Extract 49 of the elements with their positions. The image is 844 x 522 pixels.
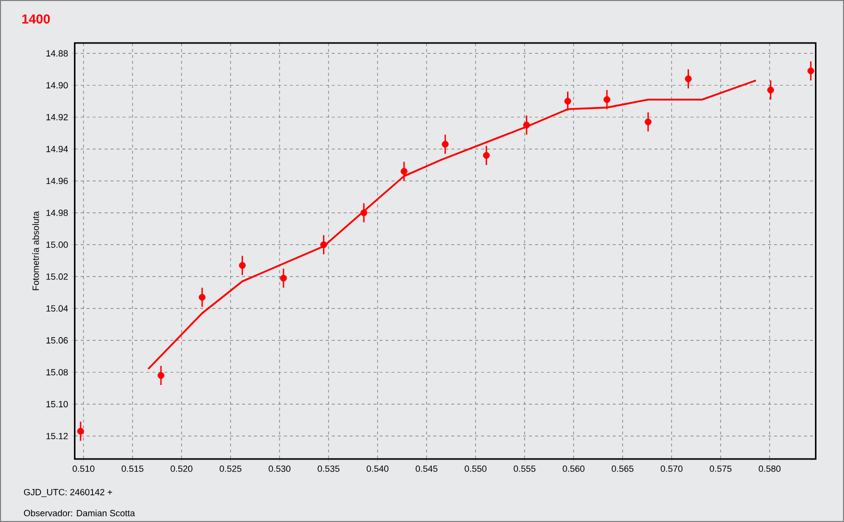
point bbox=[280, 274, 287, 282]
point bbox=[684, 75, 692, 82]
x-tick-label: 0.525 bbox=[220, 466, 242, 472]
y-tick-label: 14.94 bbox=[46, 146, 68, 152]
y-tick-label: 15.10 bbox=[46, 400, 68, 408]
y-tick-label: 14.88 bbox=[46, 50, 68, 57]
point bbox=[158, 372, 164, 379]
point bbox=[320, 241, 328, 248]
x-tick-label: 0.545 bbox=[416, 466, 438, 472]
point bbox=[767, 86, 774, 94]
x-tick-label: 0.535 bbox=[318, 466, 340, 472]
x-tick-label: 0.560 bbox=[562, 466, 584, 472]
x-tick-label: 0.520 bbox=[170, 466, 192, 472]
text: GJD_UTC: 2460142 + bbox=[24, 488, 112, 498]
point bbox=[564, 98, 572, 105]
x-tick-label: 0.565 bbox=[612, 466, 634, 472]
x-tick-label: 0.555 bbox=[514, 466, 536, 472]
y-tick-label: 15.02 bbox=[46, 273, 68, 280]
y-tick-label: 15.08 bbox=[46, 369, 68, 376]
chart-title: 1400 bbox=[22, 14, 50, 24]
y-tick-label: 15.12 bbox=[46, 432, 68, 440]
point bbox=[400, 168, 408, 175]
y-tick-label: 14.92 bbox=[46, 114, 68, 120]
point bbox=[482, 152, 490, 159]
y-tick-label: 15.06 bbox=[46, 337, 68, 344]
point bbox=[807, 67, 814, 74]
point bbox=[523, 122, 530, 129]
y-tick-label: 14.98 bbox=[46, 210, 68, 216]
y-tick-label: 14.90 bbox=[46, 82, 68, 88]
y-tick-label: 14.96 bbox=[46, 178, 68, 184]
x-tick-label: 0.540 bbox=[366, 466, 388, 472]
point bbox=[77, 428, 84, 435]
point bbox=[442, 140, 449, 148]
y-tick-label: 15.00 bbox=[46, 242, 68, 248]
x-tick-label: 0.510 bbox=[72, 466, 94, 472]
x-tick-label: 0.580 bbox=[758, 466, 781, 472]
point bbox=[604, 96, 610, 103]
point bbox=[360, 209, 368, 216]
x-tick-label: 0.530 bbox=[268, 466, 290, 472]
x-tick-label: 0.550 bbox=[464, 466, 486, 472]
x-tick-label: 0.570 bbox=[660, 466, 682, 472]
point bbox=[198, 294, 206, 301]
x-tick-label: 0.515 bbox=[122, 466, 144, 472]
point bbox=[238, 262, 246, 269]
x-tick-label: 0.575 bbox=[710, 466, 732, 472]
text: Observador: Damian Scotta bbox=[24, 510, 135, 516]
y-tick-label: 15.04 bbox=[46, 305, 68, 312]
point bbox=[644, 118, 652, 126]
y-axis-title: Fotometría absoluta bbox=[32, 211, 39, 290]
